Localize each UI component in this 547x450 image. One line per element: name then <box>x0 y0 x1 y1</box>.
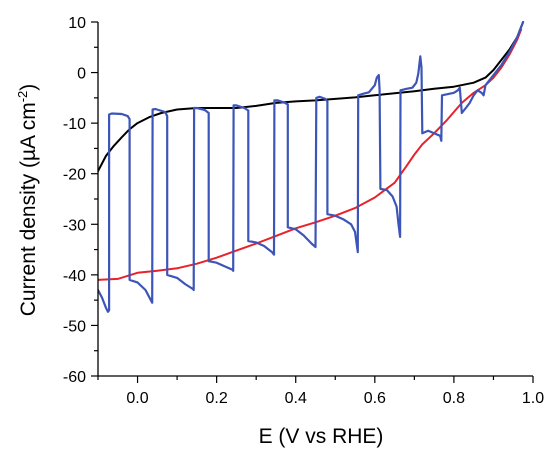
x-tick-label: 0.2 <box>206 390 228 407</box>
y-tick-label: -40 <box>63 268 86 285</box>
y-tick-label: 0 <box>77 66 86 83</box>
y-axis-title-end: ) <box>17 84 40 91</box>
series-line-1 <box>98 21 525 173</box>
x-axis-title: E (V vs RHE) <box>259 425 384 448</box>
y-tick-label: 10 <box>68 15 86 32</box>
x-tick-label: 1.0 <box>522 390 544 407</box>
x-tick-label: 0.8 <box>443 390 465 407</box>
y-tick-label: -60 <box>63 369 86 386</box>
x-tick-label: 0.6 <box>364 390 386 407</box>
y-axis-title: Current density (µA cm-2) <box>15 84 40 317</box>
x-tick-label: 0.0 <box>126 390 148 407</box>
y-tick-label: -10 <box>63 116 86 133</box>
tick-labels: 0.0 0.2 0.4 0.6 0.8 1.0 -60 -50 -40 -30 -20 -10 0 10 <box>63 15 544 407</box>
y-axis-title-main: Current density (µA cm <box>17 102 40 316</box>
x-tick-label: 0.4 <box>285 390 307 407</box>
series-line-3 <box>98 21 525 313</box>
y-tick-label: -50 <box>63 318 86 335</box>
plot-series <box>98 21 525 313</box>
y-tick-label: -20 <box>63 167 86 184</box>
y-tick-label: -30 <box>63 217 86 234</box>
axes <box>91 21 534 383</box>
y-axis-title-superscript: -2 <box>15 91 30 103</box>
